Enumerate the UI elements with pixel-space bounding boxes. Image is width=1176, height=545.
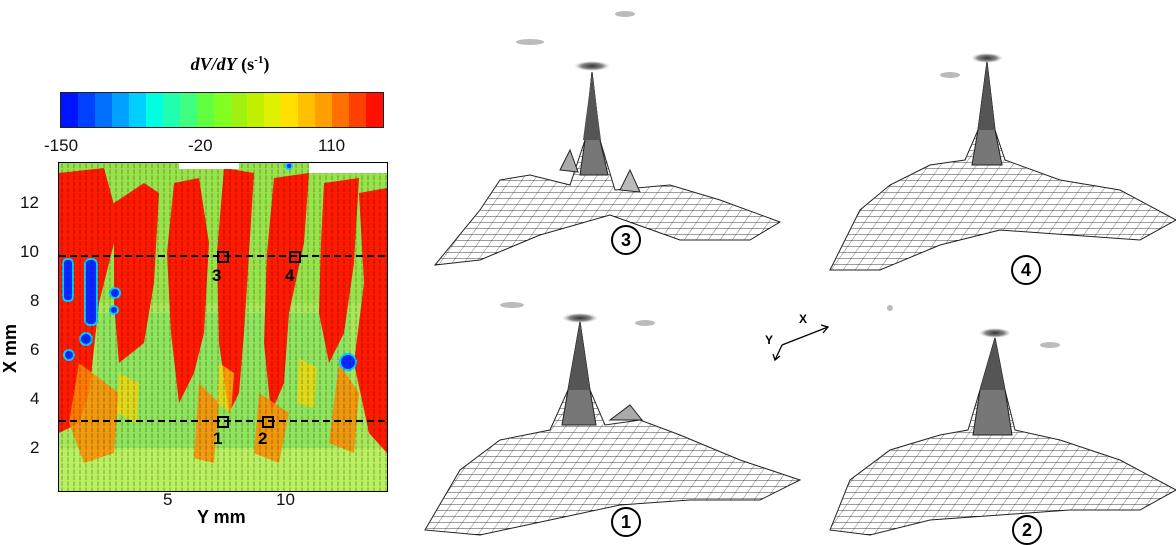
- colorbar-title-unit: (s-1): [241, 54, 270, 74]
- colorbar-title: dV/dY (s-1): [120, 54, 340, 75]
- surface-label-3: 3: [611, 225, 641, 255]
- x-tick-12: 12: [20, 193, 39, 212]
- colorbar-swatch: [196, 93, 214, 127]
- colorbar-swatch: [230, 93, 248, 127]
- x-tick-6: 6: [30, 340, 40, 359]
- surface-plot-3: [433, 11, 782, 266]
- colorbar-tick-mid: -20: [188, 136, 213, 155]
- colorbar-swatch: [366, 93, 384, 127]
- point-label-1: 1: [213, 429, 223, 448]
- colorbar-swatch: [128, 93, 146, 127]
- y-tick-5: 5: [163, 490, 173, 509]
- colorbar-swatch: [111, 93, 129, 127]
- surface-label-2: 2: [1012, 515, 1042, 545]
- colorbar-title-main: dV/dY: [190, 54, 237, 74]
- colorbar: [60, 92, 384, 128]
- contour-plot: [58, 162, 388, 492]
- colorbar-tick-min: -150: [44, 136, 79, 155]
- x-tick-10: 10: [20, 242, 39, 261]
- colorbar-swatch: [94, 93, 112, 127]
- orientation-x-label: X: [799, 312, 808, 326]
- colorbar-swatch: [332, 93, 350, 127]
- colorbar-swatch: [349, 93, 367, 127]
- point-label-3: 3: [212, 266, 222, 285]
- colorbar-swatch: [298, 93, 316, 127]
- surface-label-1: 1: [611, 507, 641, 537]
- colorbar-swatch: [179, 93, 197, 127]
- y-tick-10: 10: [276, 490, 295, 509]
- colorbar-swatch: [61, 93, 78, 127]
- colorbar-swatch: [162, 93, 180, 127]
- surface-label-4: 4: [1011, 255, 1041, 285]
- orientation-arrows: [772, 324, 830, 362]
- x-tick-2: 2: [30, 438, 40, 457]
- colorbar-swatch: [145, 93, 163, 127]
- y-axis-title: Y mm: [197, 507, 246, 527]
- surface-plots: [424, 11, 1176, 536]
- orientation-y-label: Y: [765, 333, 774, 347]
- point-label-2: 2: [258, 429, 268, 448]
- surface-plot-2: [829, 305, 1176, 536]
- point-label-4: 4: [285, 266, 295, 285]
- colorbar-swatch: [264, 93, 282, 127]
- colorbar-swatch: [281, 93, 299, 127]
- colorbar-tick-max: 110: [318, 136, 346, 155]
- x-tick-4: 4: [30, 389, 40, 408]
- colorbar-swatch: [315, 93, 333, 127]
- colorbar-swatch: [247, 93, 265, 127]
- colorbar-swatch: [213, 93, 231, 127]
- surface-plot-4: [829, 53, 1176, 271]
- surface-plot-1: [424, 302, 802, 536]
- x-axis-title: X mm: [0, 323, 21, 374]
- x-tick-8: 8: [30, 291, 40, 310]
- contour-field: [59, 163, 387, 491]
- colorbar-swatch: [77, 93, 95, 127]
